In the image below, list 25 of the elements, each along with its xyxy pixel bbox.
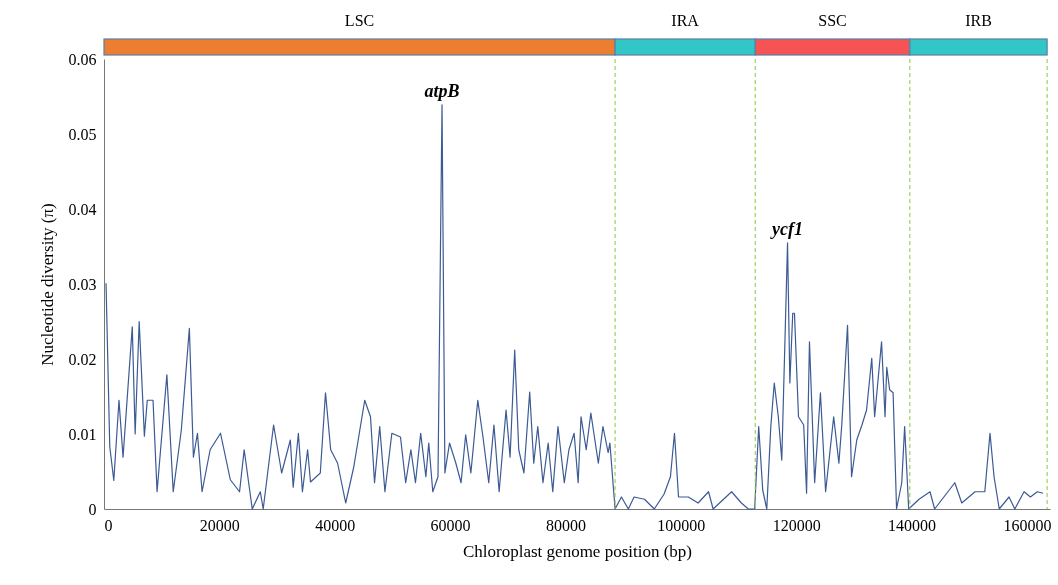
text: IRA (671, 12, 700, 29)
y-tick-label: 0.02 (68, 350, 97, 368)
y-tick-label: 0 (88, 500, 97, 518)
x-tick-label: 140000 (888, 516, 937, 534)
y-axis-title: Nucleotide diversity (π) (37, 203, 57, 366)
y-tick-label: 0.04 (68, 200, 97, 218)
y-tick-label: 0.03 (68, 275, 97, 293)
annotation: atpB (424, 80, 460, 101)
x-tick-label: 100000 (657, 516, 706, 534)
y-tick-label: 0.01 (68, 425, 97, 443)
text: SSC (818, 12, 847, 29)
x-tick-label: 120000 (772, 516, 821, 534)
x-tick-label: 20000 (199, 516, 240, 534)
y-tick-label: 0.06 (68, 50, 97, 68)
x-tick-label: 80000 (545, 516, 586, 534)
text: LSC (344, 12, 375, 29)
text: IRB (965, 12, 992, 29)
annotation: ycf1 (770, 218, 804, 239)
x-tick-label: 160000 (1003, 516, 1052, 534)
x-tick-label: 0 (104, 516, 113, 534)
x-axis-title: Chloroplast genome position (bp) (462, 541, 693, 561)
y-tick-label: 0.05 (68, 125, 97, 143)
x-tick-label: 60000 (430, 516, 471, 534)
x-tick-label: 40000 (315, 516, 356, 534)
line-series (105, 104, 1044, 510)
